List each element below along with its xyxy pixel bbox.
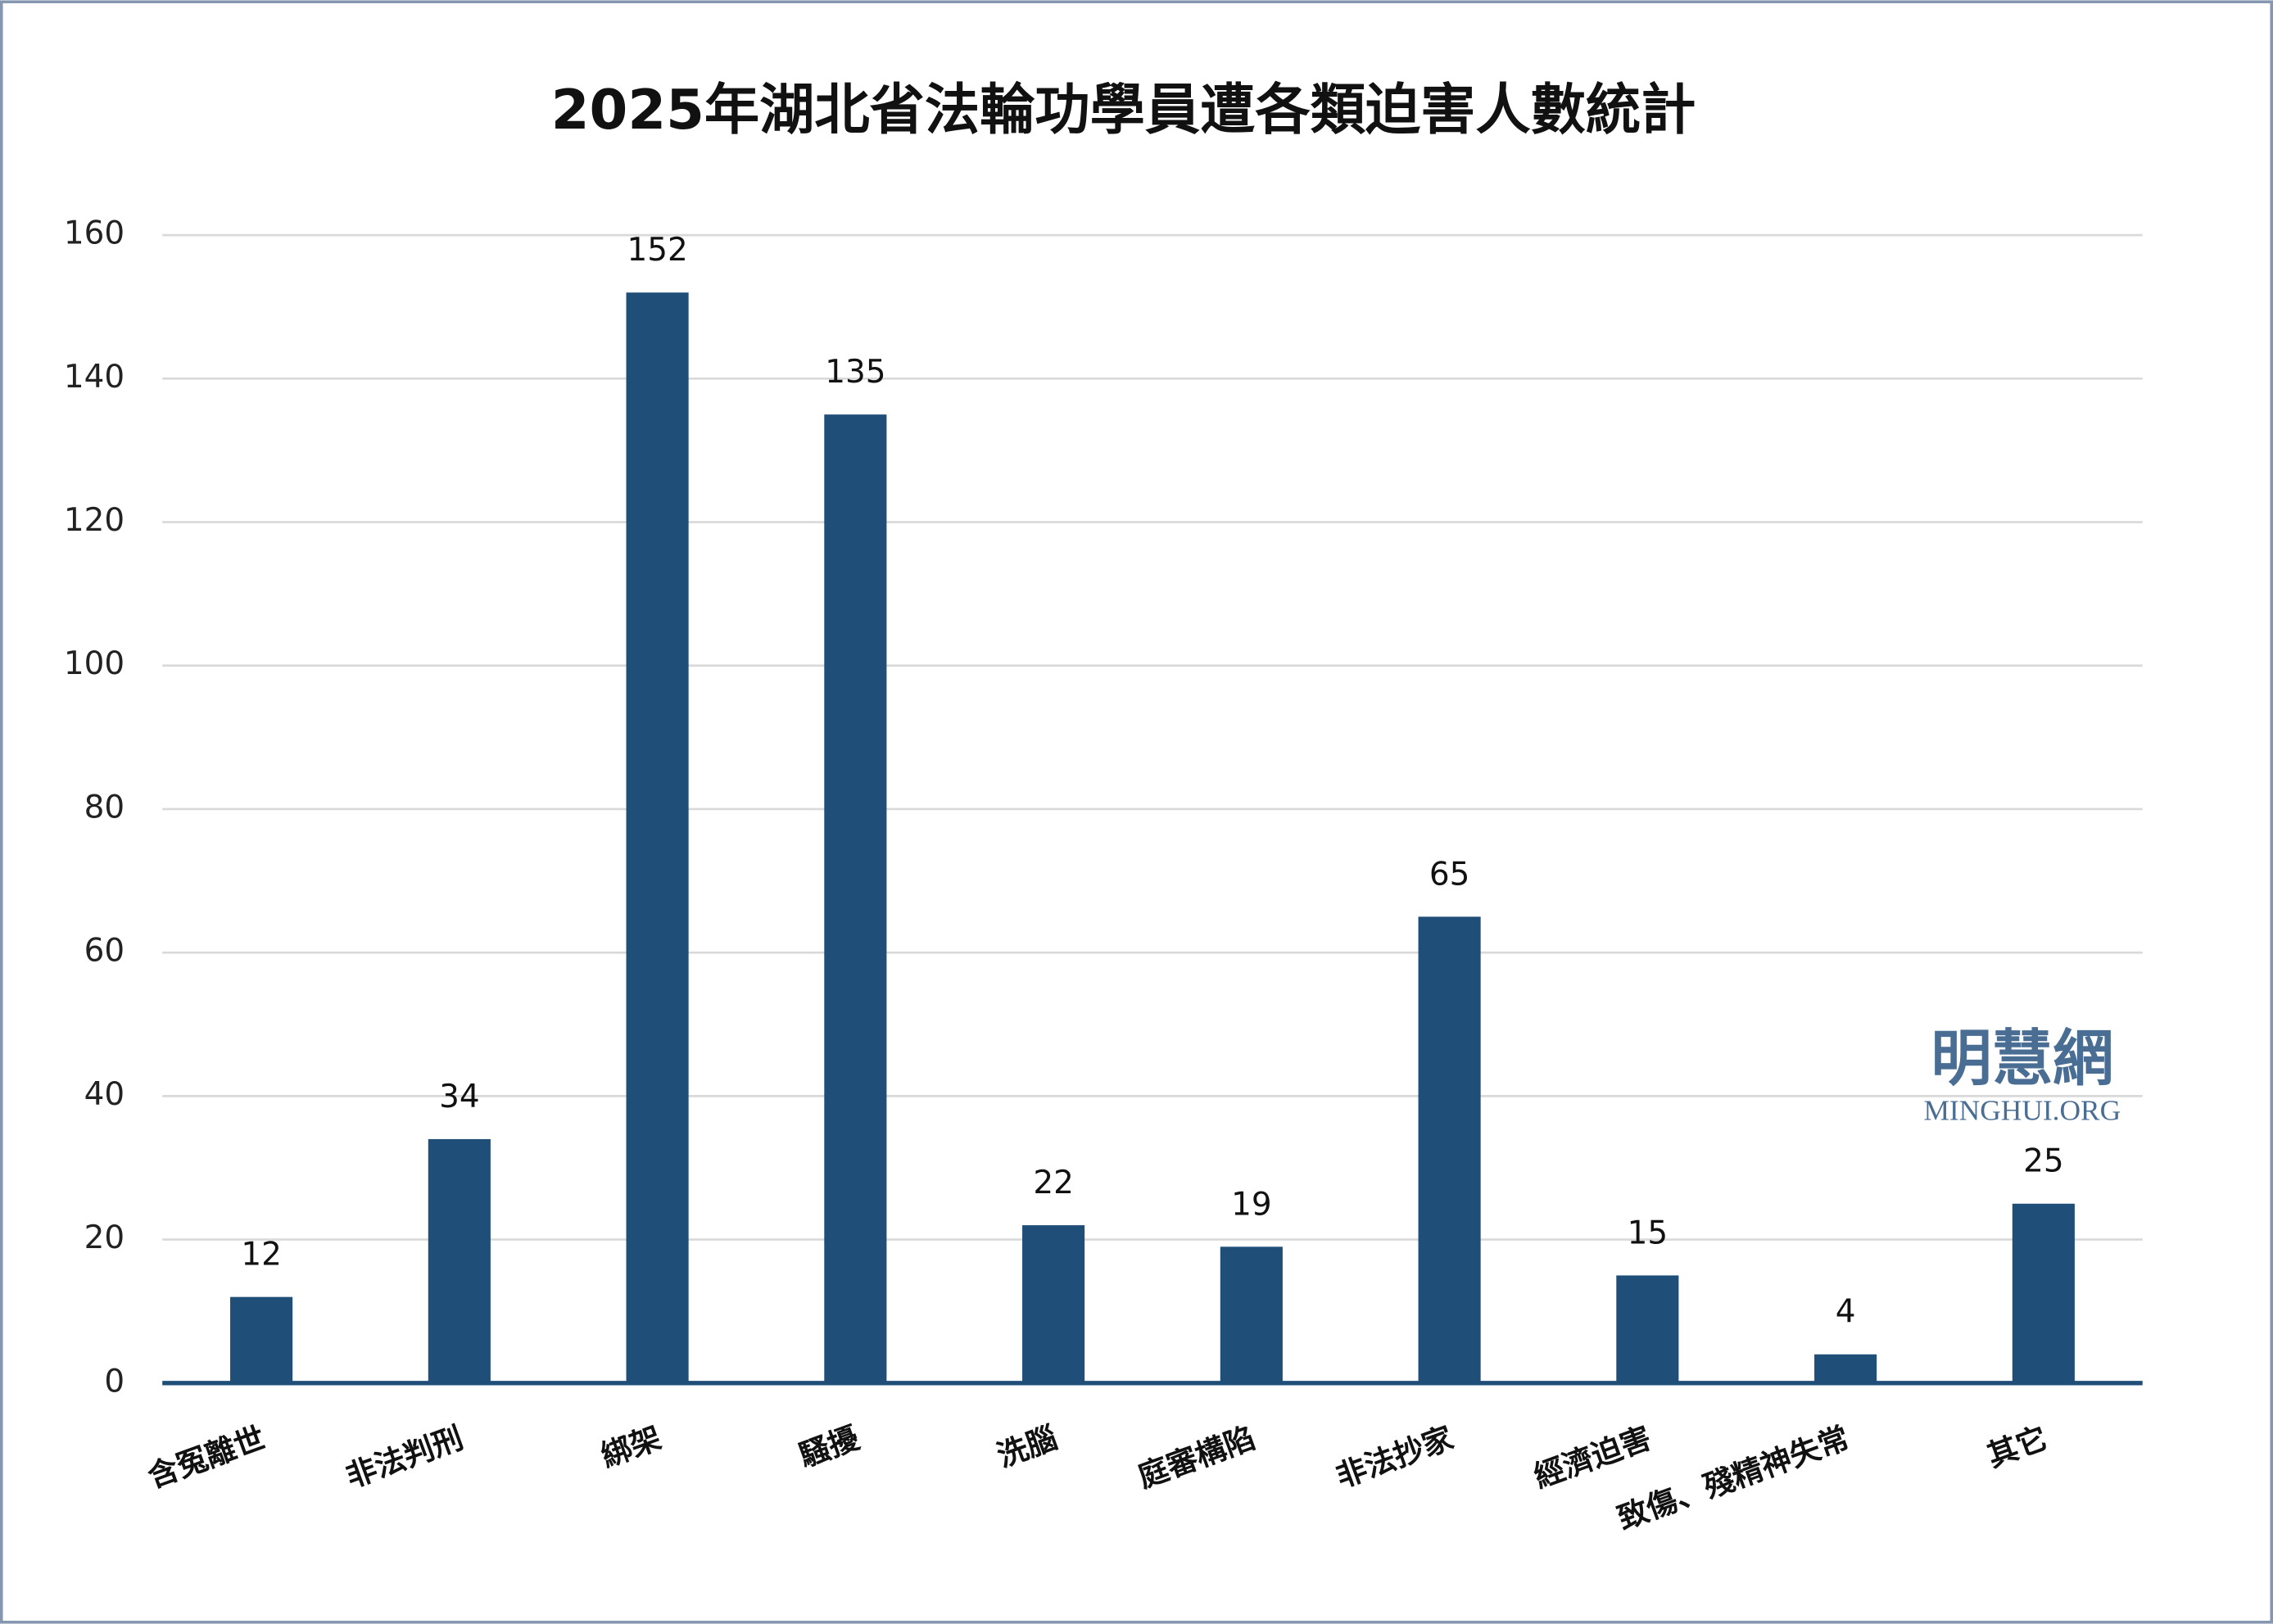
- bar: [230, 1296, 293, 1383]
- value-label: 152: [627, 232, 687, 269]
- bar: [1814, 1354, 1877, 1383]
- value-label: 4: [1836, 1294, 1856, 1331]
- value-label: 65: [1429, 856, 1470, 893]
- y-tick-label: 140: [64, 359, 125, 396]
- value-label: 19: [1231, 1186, 1272, 1223]
- bar: [1418, 916, 1481, 1383]
- bar: [1022, 1225, 1085, 1383]
- bar: [1220, 1246, 1283, 1383]
- y-tick-label: 100: [64, 645, 125, 682]
- bar: [428, 1138, 491, 1383]
- bar: [824, 414, 887, 1383]
- y-tick-label: 120: [64, 502, 125, 539]
- y-tick-label: 20: [84, 1219, 125, 1256]
- watermark-name: 明慧網: [1931, 1023, 2113, 1094]
- y-tick-label: 60: [84, 933, 125, 970]
- value-label: 15: [1628, 1215, 1669, 1251]
- bar: [1616, 1275, 1679, 1383]
- y-tick-label: 80: [84, 789, 125, 826]
- chart-title: 2025年湖北省法輪功學員遭各類迫害人數統計: [551, 78, 1696, 142]
- y-tick-label: 40: [84, 1076, 125, 1113]
- bar: [626, 292, 689, 1383]
- bar: [2012, 1203, 2075, 1383]
- y-tick-label: 0: [104, 1363, 125, 1400]
- value-label: 25: [2023, 1143, 2064, 1180]
- watermark-url: MINGHUI.ORG: [1923, 1094, 2121, 1127]
- value-label: 22: [1033, 1165, 1074, 1201]
- value-label: 34: [439, 1079, 480, 1115]
- value-label: 12: [241, 1237, 282, 1273]
- value-label: 135: [825, 354, 885, 391]
- y-tick-label: 160: [64, 215, 125, 252]
